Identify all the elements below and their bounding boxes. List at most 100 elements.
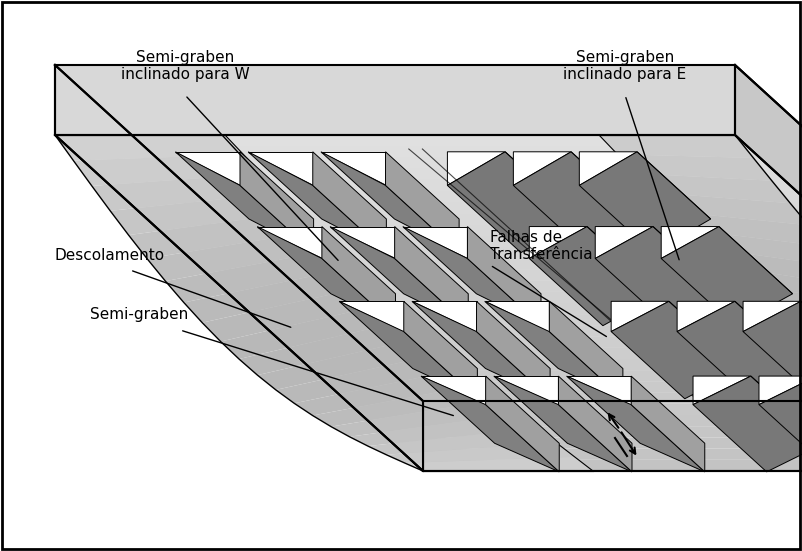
- Polygon shape: [746, 284, 802, 325]
- Polygon shape: [313, 152, 387, 252]
- Polygon shape: [276, 337, 802, 348]
- Polygon shape: [727, 267, 802, 307]
- Polygon shape: [566, 376, 705, 472]
- Polygon shape: [257, 337, 446, 390]
- Polygon shape: [300, 359, 802, 370]
- Polygon shape: [448, 152, 505, 185]
- Polygon shape: [611, 301, 743, 399]
- Polygon shape: [74, 154, 261, 186]
- Polygon shape: [55, 65, 423, 471]
- Polygon shape: [673, 212, 802, 247]
- Polygon shape: [751, 376, 802, 444]
- Polygon shape: [637, 152, 711, 219]
- Polygon shape: [571, 152, 645, 219]
- Polygon shape: [595, 226, 727, 326]
- Polygon shape: [404, 457, 593, 471]
- Polygon shape: [128, 212, 317, 258]
- Text: Descolamento: Descolamento: [55, 247, 165, 262]
- Polygon shape: [759, 376, 802, 404]
- Polygon shape: [549, 301, 623, 399]
- Polygon shape: [558, 376, 632, 472]
- Polygon shape: [484, 301, 549, 332]
- Polygon shape: [368, 428, 557, 455]
- Polygon shape: [221, 303, 409, 359]
- Polygon shape: [128, 202, 802, 213]
- Polygon shape: [116, 191, 802, 202]
- Polygon shape: [611, 301, 669, 332]
- Polygon shape: [387, 442, 574, 463]
- Polygon shape: [421, 376, 486, 404]
- Polygon shape: [693, 376, 802, 472]
- Polygon shape: [505, 152, 579, 219]
- Polygon shape: [677, 301, 735, 332]
- Polygon shape: [321, 152, 459, 252]
- Polygon shape: [239, 303, 802, 314]
- Polygon shape: [735, 301, 802, 369]
- Polygon shape: [67, 146, 759, 158]
- Text: Falhas de
Transferência: Falhas de Transferência: [490, 230, 593, 262]
- Polygon shape: [494, 376, 632, 472]
- Polygon shape: [386, 152, 459, 252]
- Polygon shape: [759, 376, 802, 472]
- Polygon shape: [719, 226, 792, 294]
- Polygon shape: [325, 381, 802, 393]
- Polygon shape: [294, 369, 483, 415]
- Polygon shape: [322, 226, 395, 326]
- Polygon shape: [288, 348, 802, 359]
- Polygon shape: [403, 301, 477, 399]
- Polygon shape: [276, 353, 464, 403]
- Polygon shape: [579, 152, 637, 185]
- Polygon shape: [178, 247, 802, 258]
- Polygon shape: [677, 301, 802, 399]
- Polygon shape: [412, 301, 550, 399]
- Polygon shape: [693, 376, 751, 404]
- Polygon shape: [91, 174, 280, 211]
- Polygon shape: [165, 236, 802, 247]
- Polygon shape: [710, 249, 802, 288]
- Polygon shape: [110, 193, 298, 235]
- Polygon shape: [321, 152, 386, 185]
- Polygon shape: [331, 399, 520, 437]
- Polygon shape: [227, 292, 802, 303]
- Polygon shape: [313, 384, 501, 426]
- Polygon shape: [412, 301, 476, 332]
- Polygon shape: [636, 174, 790, 203]
- Polygon shape: [202, 269, 802, 280]
- Polygon shape: [529, 226, 661, 326]
- Polygon shape: [55, 65, 735, 135]
- Polygon shape: [691, 230, 802, 268]
- Polygon shape: [176, 152, 240, 185]
- Polygon shape: [153, 225, 802, 236]
- Polygon shape: [387, 437, 802, 449]
- Polygon shape: [403, 226, 541, 326]
- Polygon shape: [513, 152, 645, 252]
- Polygon shape: [257, 226, 322, 258]
- Polygon shape: [374, 426, 802, 437]
- Polygon shape: [618, 154, 772, 181]
- Polygon shape: [257, 226, 395, 326]
- Polygon shape: [801, 301, 802, 369]
- Polygon shape: [147, 231, 335, 281]
- Polygon shape: [240, 152, 314, 252]
- Polygon shape: [486, 376, 559, 472]
- Polygon shape: [448, 152, 579, 252]
- Polygon shape: [330, 226, 395, 258]
- Polygon shape: [595, 226, 653, 258]
- Polygon shape: [654, 192, 802, 225]
- Polygon shape: [743, 301, 802, 399]
- Polygon shape: [339, 301, 477, 399]
- Polygon shape: [251, 314, 802, 326]
- Polygon shape: [362, 415, 802, 426]
- Polygon shape: [190, 258, 802, 269]
- Polygon shape: [579, 152, 711, 252]
- Polygon shape: [529, 226, 587, 258]
- Text: Semi-graben
inclinado para W: Semi-graben inclinado para W: [120, 50, 249, 83]
- Polygon shape: [631, 376, 705, 472]
- Polygon shape: [661, 226, 719, 258]
- Polygon shape: [239, 320, 427, 375]
- Polygon shape: [248, 152, 387, 252]
- Polygon shape: [395, 226, 468, 326]
- Polygon shape: [264, 326, 802, 337]
- Polygon shape: [566, 376, 631, 404]
- Polygon shape: [735, 65, 802, 471]
